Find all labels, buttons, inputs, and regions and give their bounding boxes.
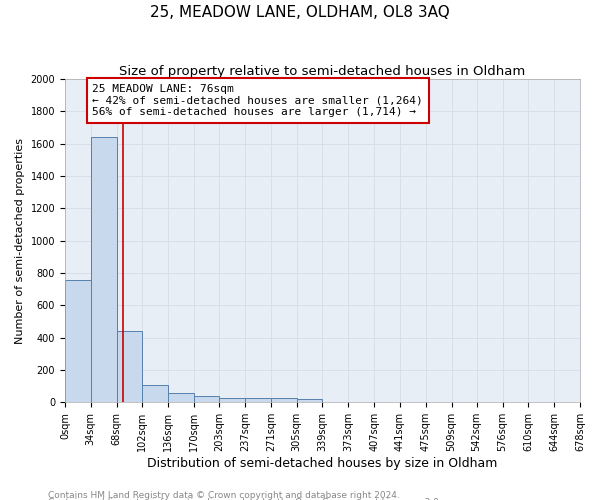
Bar <box>245 398 271 402</box>
Y-axis label: Number of semi-detached properties: Number of semi-detached properties <box>15 138 25 344</box>
Bar <box>219 398 245 402</box>
X-axis label: Distribution of semi-detached houses by size in Oldham: Distribution of semi-detached houses by … <box>147 457 497 470</box>
Bar <box>194 396 219 402</box>
Bar <box>65 280 91 402</box>
Title: Size of property relative to semi-detached houses in Oldham: Size of property relative to semi-detach… <box>119 65 526 78</box>
Bar <box>142 384 168 402</box>
Bar <box>168 394 194 402</box>
Text: Contains HM Land Registry data © Crown copyright and database right 2024.: Contains HM Land Registry data © Crown c… <box>48 490 400 500</box>
Bar <box>91 138 116 402</box>
Text: 25 MEADOW LANE: 76sqm
← 42% of semi-detached houses are smaller (1,264)
56% of s: 25 MEADOW LANE: 76sqm ← 42% of semi-deta… <box>92 84 423 117</box>
Text: 25, MEADOW LANE, OLDHAM, OL8 3AQ: 25, MEADOW LANE, OLDHAM, OL8 3AQ <box>150 5 450 20</box>
Text: Contains public sector information licensed under the Open Government Licence v3: Contains public sector information licen… <box>48 498 442 500</box>
Bar <box>116 331 142 402</box>
Bar <box>296 399 322 402</box>
Bar <box>271 398 296 402</box>
